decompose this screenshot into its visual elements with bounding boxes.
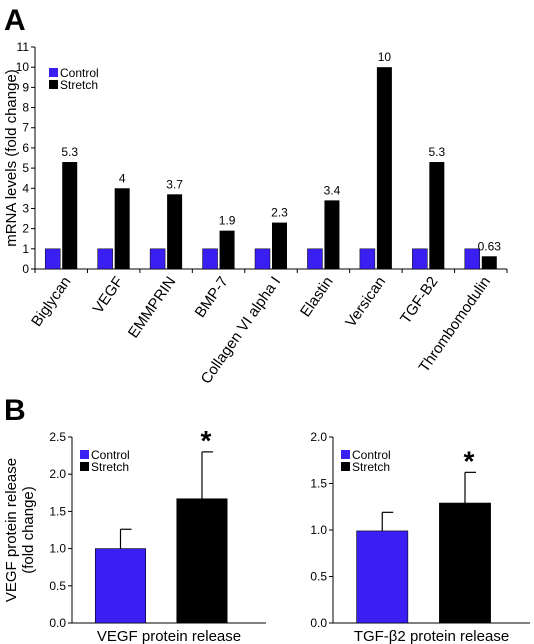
a-y-tick-label: 0 xyxy=(22,262,29,276)
a-data-label: 3.7 xyxy=(166,177,183,191)
a-bar-control xyxy=(307,248,323,270)
b-tgf-bar-control xyxy=(356,530,409,624)
a-bar-control xyxy=(254,248,271,270)
a-y-tick-label: 4 xyxy=(22,181,29,195)
b-tgf-legend-swatch-control xyxy=(341,450,350,459)
a-category-label: VEGF xyxy=(90,274,127,317)
b-vegf-legend-swatch-stretch xyxy=(80,462,89,471)
a-bar-control xyxy=(202,248,218,270)
a-category-label: Biglycan xyxy=(28,274,74,330)
a-category-label: EMMPRIN xyxy=(125,274,180,342)
a-category-label: BMP-7 xyxy=(192,274,232,321)
a-legend-swatch-control xyxy=(49,68,58,77)
a-bar-control xyxy=(464,248,481,270)
a-bar-control xyxy=(149,248,166,270)
b-vegf-bar-stretch xyxy=(176,498,228,624)
a-y-tick-label: 2 xyxy=(22,222,29,236)
a-bar-stretch xyxy=(114,188,130,269)
a-bar-stretch xyxy=(167,194,183,269)
a-category-label: TGF-B2 xyxy=(397,274,442,327)
b-tgf-y-tick-label: 1.5 xyxy=(310,477,327,491)
a-legend-swatch-stretch xyxy=(49,80,58,89)
panel-label-b: B xyxy=(4,394,26,427)
b-tgf-y-tick-label: 0.5 xyxy=(310,570,327,584)
a-y-tick-label: 6 xyxy=(22,141,29,155)
a-bar-stretch xyxy=(324,200,340,269)
b-vegf-y-axis-label-line2: (fold change) xyxy=(20,486,37,574)
b-vegf-bar-control xyxy=(94,548,147,624)
a-category-label: Elastin xyxy=(297,274,337,321)
a-data-label: 3.4 xyxy=(324,183,341,197)
a-y-axis-label: mRNA levels (fold change) xyxy=(3,69,20,247)
a-y-tick-label: 5 xyxy=(22,161,29,175)
b-tgf-x-axis-label: TGF-β2 protein release xyxy=(354,628,509,644)
a-y-tick-label: 10 xyxy=(16,60,30,74)
a-legend-label-control: Control xyxy=(60,66,99,80)
b-tgf-legend-label-control: Control xyxy=(352,448,391,462)
a-legend-label-stretch: Stretch xyxy=(60,78,98,92)
a-category-label: Versican xyxy=(342,274,389,331)
a-y-tick-label: 8 xyxy=(22,101,29,115)
a-bar-stretch xyxy=(62,162,78,269)
b-vegf-y-tick-label: 1.5 xyxy=(49,504,66,518)
b-vegf-legend-label-control: Control xyxy=(91,448,130,462)
b-vegf-y-tick-label: 1.0 xyxy=(49,542,66,556)
a-bar-control xyxy=(97,248,113,270)
b-tgf-y-tick-label: 1.0 xyxy=(310,523,327,537)
a-data-label: 10 xyxy=(378,50,392,64)
b-vegf-y-tick-label: 2.0 xyxy=(49,467,66,481)
a-y-tick-label: 3 xyxy=(22,201,29,215)
a-bar-stretch xyxy=(272,222,287,269)
b-vegf-y-tick-label: 0.5 xyxy=(49,579,66,593)
a-data-label: 0.63 xyxy=(478,239,502,253)
b-vegf-y-tick-label: 0.0 xyxy=(49,616,66,630)
b-tgf-significance-star: * xyxy=(464,445,475,476)
a-data-label: 1.9 xyxy=(219,214,236,228)
b-vegf-legend-swatch-control xyxy=(80,450,89,459)
a-data-label: 5.3 xyxy=(61,145,78,159)
b-vegf-y-axis-label-line1: VEGF protein release xyxy=(3,458,20,602)
a-bar-control xyxy=(412,248,428,270)
a-bar-stretch xyxy=(429,162,445,269)
a-y-tick-label: 7 xyxy=(22,121,29,135)
a-bar-stretch xyxy=(376,67,392,269)
b-vegf-x-axis-label: VEGF protein release xyxy=(97,628,241,644)
b-tgf-legend-swatch-stretch xyxy=(341,462,350,471)
a-data-label: 4 xyxy=(119,171,126,185)
b-vegf-significance-star: * xyxy=(201,425,212,456)
panel-label-a: A xyxy=(4,4,26,37)
b-tgf-legend-label-stretch: Stretch xyxy=(352,460,390,474)
a-y-tick-label: 11 xyxy=(17,40,30,54)
a-bar-control xyxy=(44,248,61,270)
a-bar-control xyxy=(359,248,376,270)
b-tgf-bar-stretch xyxy=(439,502,491,624)
b-vegf-y-tick-label: 2.5 xyxy=(49,430,66,444)
b-tgf-y-tick-label: 0.0 xyxy=(310,616,327,630)
a-data-label: 2.3 xyxy=(271,206,288,220)
a-data-label: 5.3 xyxy=(428,145,445,159)
a-y-tick-label: 1 xyxy=(22,242,29,256)
a-bar-stretch xyxy=(219,230,235,269)
a-y-tick-label: 9 xyxy=(22,80,29,94)
b-tgf-y-tick-label: 2.0 xyxy=(310,430,327,444)
a-bar-stretch xyxy=(481,256,497,269)
b-vegf-legend-label-stretch: Stretch xyxy=(91,460,129,474)
